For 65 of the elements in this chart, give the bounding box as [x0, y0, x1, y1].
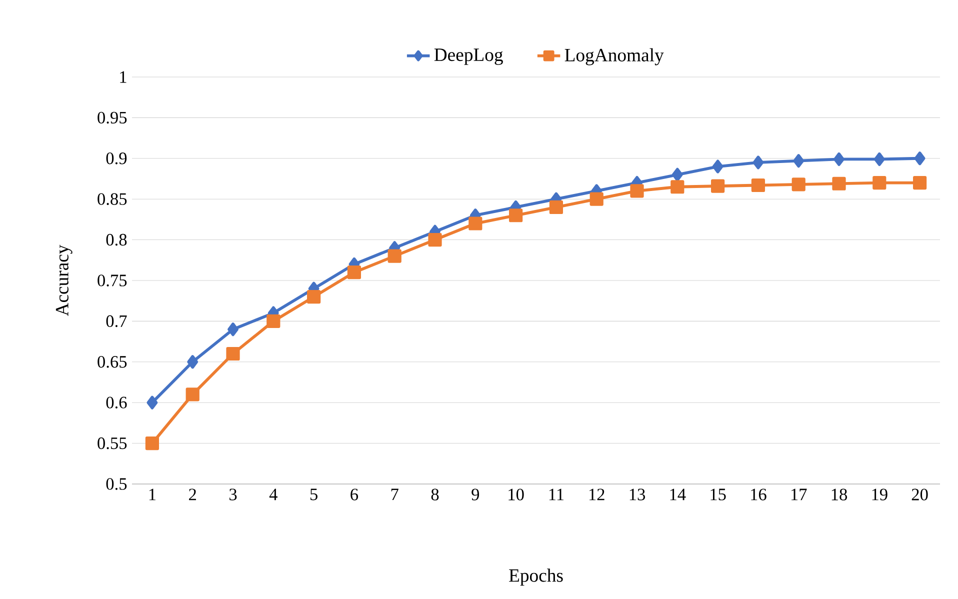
y-tick-label: 0.55 — [98, 437, 127, 450]
x-tick-label: 12 — [589, 488, 604, 500]
point — [388, 249, 402, 263]
point — [912, 176, 927, 190]
point — [751, 178, 765, 192]
x-tick-label: 16 — [751, 488, 766, 500]
x-tick-label: 14 — [670, 488, 686, 500]
x-tick-label: 15 — [710, 488, 726, 500]
y-tick-label: 0.5 — [106, 478, 127, 490]
legend-label: LogAnomaly — [564, 48, 664, 66]
point — [187, 355, 198, 369]
point — [874, 152, 885, 166]
x-tick-label: 8 — [431, 488, 439, 500]
y-tick-label: 0.65 — [98, 356, 127, 368]
x-axis-title: Epochs — [509, 568, 563, 586]
point — [832, 176, 846, 190]
point — [590, 192, 604, 206]
x-tick-label: 17 — [791, 488, 807, 500]
point — [307, 290, 321, 304]
point — [710, 179, 725, 193]
y-tick-label: 0.85 — [98, 193, 127, 205]
x-tick-label: 4 — [269, 488, 278, 500]
point — [630, 184, 644, 198]
x-tick-label: 3 — [230, 488, 237, 500]
x-tick-label: 1 — [149, 488, 156, 500]
point — [428, 232, 442, 247]
point — [712, 160, 724, 174]
y-tick-label: 0.6 — [106, 396, 127, 408]
y-tick-label: 0.9 — [106, 152, 127, 164]
y-tick-label: 0.95 — [98, 112, 127, 124]
point — [752, 156, 764, 170]
x-tick-label: 10 — [508, 488, 524, 500]
x-tick-label: 2 — [189, 488, 196, 500]
point — [468, 216, 482, 230]
point — [793, 154, 804, 168]
point — [872, 176, 886, 190]
point — [672, 168, 683, 182]
x-tick-label: 13 — [630, 488, 645, 500]
point — [347, 266, 362, 280]
x-tick-label: 18 — [832, 488, 848, 500]
x-tick-label: 7 — [391, 488, 398, 500]
point — [670, 180, 684, 194]
point — [146, 396, 158, 410]
point — [226, 346, 240, 361]
x-tick-label: 5 — [310, 488, 318, 500]
y-tick-label: 1 — [120, 71, 126, 83]
point — [266, 314, 280, 328]
y-axis-title: Accuracy — [56, 244, 72, 316]
point — [914, 152, 926, 166]
y-tick-label: 0.75 — [98, 274, 127, 286]
x-tick-label: 9 — [472, 488, 480, 500]
x-tick-label: 6 — [350, 488, 358, 500]
point — [792, 178, 806, 192]
y-tick-label: 0.8 — [106, 234, 127, 246]
point — [509, 208, 523, 222]
x-tick-label: 20 — [912, 488, 928, 500]
point — [228, 322, 238, 336]
point — [834, 152, 844, 166]
point — [145, 436, 160, 450]
point — [186, 388, 200, 402]
y-tick-label: 0.7 — [106, 315, 127, 328]
legend-label: DeepLog — [434, 48, 503, 65]
point — [549, 200, 564, 214]
x-tick-label: 11 — [549, 488, 564, 500]
x-tick-label: 19 — [872, 488, 888, 500]
